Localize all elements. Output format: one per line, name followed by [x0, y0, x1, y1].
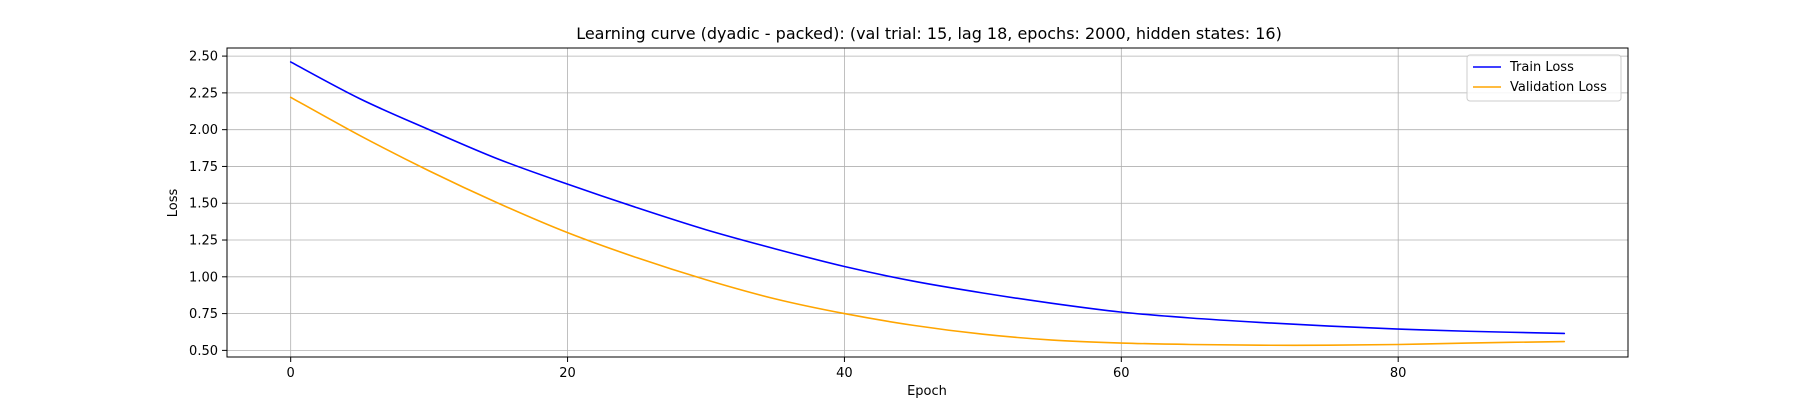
y-tick-label: 1.00: [189, 270, 218, 285]
x-tick-label: 60: [1113, 366, 1130, 381]
y-tick-label: 1.25: [189, 234, 218, 249]
y-tick-label: 2.25: [189, 86, 218, 101]
y-axis-label: Loss: [166, 189, 181, 218]
y-tick-label: 0.50: [189, 344, 218, 359]
legend-label-validation-loss: Validation Loss: [1510, 80, 1607, 95]
y-tick-label: 2.00: [189, 123, 218, 138]
legend-label-train-loss: Train Loss: [1509, 60, 1574, 75]
x-tick-label: 20: [559, 366, 576, 381]
plot-area: [227, 48, 1628, 357]
chart-title: Learning curve (dyadic - packed): (val t…: [576, 24, 1282, 43]
x-tick-label: 40: [836, 366, 853, 381]
x-axis-label: Epoch: [907, 384, 947, 399]
x-axis-ticks: 0 20 40 60 80: [287, 357, 1407, 381]
series-line-train-loss: [289, 61, 1566, 335]
legend: Train Loss Validation Loss: [1466, 54, 1622, 102]
series-lines: [289, 61, 1566, 347]
grid-lines: [227, 48, 1628, 357]
x-tick-label: 80: [1390, 366, 1407, 381]
series-line-validation-loss: [289, 96, 1566, 347]
y-axis-ticks: 0.50 0.75 1.00 1.25 1.50 1.75 2.00 2.25 2.50: [189, 50, 227, 359]
y-tick-label: 1.50: [189, 197, 218, 212]
x-tick-label: 0: [287, 366, 295, 381]
y-tick-label: 1.75: [189, 160, 218, 175]
legend-box: [1466, 54, 1622, 102]
y-tick-label: 2.50: [189, 50, 218, 65]
y-tick-label: 0.75: [189, 307, 218, 322]
plot-frame: [226, 47, 1629, 358]
